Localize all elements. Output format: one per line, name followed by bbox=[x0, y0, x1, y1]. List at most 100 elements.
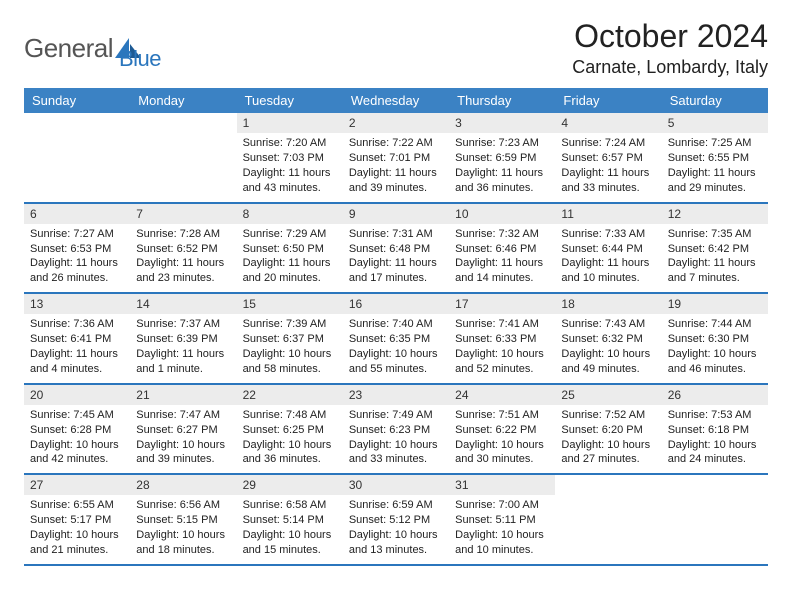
day-sunrise: Sunrise: 6:59 AM bbox=[349, 498, 443, 513]
day-daylight1: Daylight: 11 hours bbox=[30, 256, 124, 271]
day-sunrise: Sunrise: 7:28 AM bbox=[136, 227, 230, 242]
day-daylight1: Daylight: 11 hours bbox=[561, 166, 655, 181]
day-cell: 2Sunrise: 7:22 AMSunset: 7:01 PMDaylight… bbox=[343, 113, 449, 202]
day-number: 6 bbox=[24, 204, 130, 224]
day-cell bbox=[24, 113, 130, 202]
day-cell: 12Sunrise: 7:35 AMSunset: 6:42 PMDayligh… bbox=[662, 204, 768, 293]
week-row: 27Sunrise: 6:55 AMSunset: 5:17 PMDayligh… bbox=[24, 475, 768, 566]
day-cell: 19Sunrise: 7:44 AMSunset: 6:30 PMDayligh… bbox=[662, 294, 768, 383]
logo-text-general: General bbox=[24, 33, 113, 64]
logo-text-blue: Blue bbox=[119, 24, 161, 72]
day-cell: 15Sunrise: 7:39 AMSunset: 6:37 PMDayligh… bbox=[237, 294, 343, 383]
day-number: 8 bbox=[237, 204, 343, 224]
day-cell: 21Sunrise: 7:47 AMSunset: 6:27 PMDayligh… bbox=[130, 385, 236, 474]
day-daylight2: and 23 minutes. bbox=[136, 271, 230, 286]
day-daylight1: Daylight: 10 hours bbox=[668, 438, 762, 453]
day-daylight1: Daylight: 10 hours bbox=[136, 438, 230, 453]
week-row: 1Sunrise: 7:20 AMSunset: 7:03 PMDaylight… bbox=[24, 113, 768, 204]
day-cell: 1Sunrise: 7:20 AMSunset: 7:03 PMDaylight… bbox=[237, 113, 343, 202]
day-sunset: Sunset: 6:37 PM bbox=[243, 332, 337, 347]
week-row: 6Sunrise: 7:27 AMSunset: 6:53 PMDaylight… bbox=[24, 204, 768, 295]
week-row: 20Sunrise: 7:45 AMSunset: 6:28 PMDayligh… bbox=[24, 385, 768, 476]
day-number: 10 bbox=[449, 204, 555, 224]
day-daylight2: and 39 minutes. bbox=[136, 452, 230, 467]
day-daylight1: Daylight: 10 hours bbox=[561, 438, 655, 453]
day-daylight1: Daylight: 10 hours bbox=[243, 347, 337, 362]
day-daylight2: and 29 minutes. bbox=[668, 181, 762, 196]
day-sunrise: Sunrise: 6:56 AM bbox=[136, 498, 230, 513]
day-daylight1: Daylight: 11 hours bbox=[30, 347, 124, 362]
day-daylight2: and 33 minutes. bbox=[349, 452, 443, 467]
day-number: 2 bbox=[343, 113, 449, 133]
day-daylight2: and 43 minutes. bbox=[243, 181, 337, 196]
day-daylight2: and 30 minutes. bbox=[455, 452, 549, 467]
day-daylight1: Daylight: 11 hours bbox=[668, 256, 762, 271]
day-daylight2: and 36 minutes. bbox=[243, 452, 337, 467]
day-cell: 30Sunrise: 6:59 AMSunset: 5:12 PMDayligh… bbox=[343, 475, 449, 564]
day-daylight1: Daylight: 11 hours bbox=[349, 256, 443, 271]
day-daylight2: and 1 minute. bbox=[136, 362, 230, 377]
location: Carnate, Lombardy, Italy bbox=[572, 57, 768, 78]
day-sunrise: Sunrise: 6:55 AM bbox=[30, 498, 124, 513]
day-daylight2: and 24 minutes. bbox=[668, 452, 762, 467]
day-sunset: Sunset: 6:39 PM bbox=[136, 332, 230, 347]
day-number: 23 bbox=[343, 385, 449, 405]
day-number: 24 bbox=[449, 385, 555, 405]
day-sunset: Sunset: 6:42 PM bbox=[668, 242, 762, 257]
day-daylight1: Daylight: 11 hours bbox=[455, 166, 549, 181]
day-sunset: Sunset: 7:03 PM bbox=[243, 151, 337, 166]
day-cell: 16Sunrise: 7:40 AMSunset: 6:35 PMDayligh… bbox=[343, 294, 449, 383]
day-cell: 13Sunrise: 7:36 AMSunset: 6:41 PMDayligh… bbox=[24, 294, 130, 383]
day-sunrise: Sunrise: 7:36 AM bbox=[30, 317, 124, 332]
day-daylight2: and 15 minutes. bbox=[243, 543, 337, 558]
day-daylight1: Daylight: 10 hours bbox=[349, 347, 443, 362]
day-cell: 11Sunrise: 7:33 AMSunset: 6:44 PMDayligh… bbox=[555, 204, 661, 293]
day-daylight1: Daylight: 10 hours bbox=[30, 528, 124, 543]
day-number: 3 bbox=[449, 113, 555, 133]
day-sunrise: Sunrise: 7:00 AM bbox=[455, 498, 549, 513]
day-cell: 10Sunrise: 7:32 AMSunset: 6:46 PMDayligh… bbox=[449, 204, 555, 293]
day-number: 11 bbox=[555, 204, 661, 224]
day-sunrise: Sunrise: 7:32 AM bbox=[455, 227, 549, 242]
day-sunrise: Sunrise: 7:44 AM bbox=[668, 317, 762, 332]
day-sunset: Sunset: 5:17 PM bbox=[30, 513, 124, 528]
day-sunset: Sunset: 6:25 PM bbox=[243, 423, 337, 438]
day-daylight2: and 10 minutes. bbox=[455, 543, 549, 558]
day-daylight2: and 52 minutes. bbox=[455, 362, 549, 377]
day-daylight1: Daylight: 11 hours bbox=[668, 166, 762, 181]
day-cell: 25Sunrise: 7:52 AMSunset: 6:20 PMDayligh… bbox=[555, 385, 661, 474]
day-cell: 6Sunrise: 7:27 AMSunset: 6:53 PMDaylight… bbox=[24, 204, 130, 293]
day-daylight1: Daylight: 11 hours bbox=[561, 256, 655, 271]
day-number: 26 bbox=[662, 385, 768, 405]
day-cell: 8Sunrise: 7:29 AMSunset: 6:50 PMDaylight… bbox=[237, 204, 343, 293]
day-cell: 24Sunrise: 7:51 AMSunset: 6:22 PMDayligh… bbox=[449, 385, 555, 474]
day-sunrise: Sunrise: 7:37 AM bbox=[136, 317, 230, 332]
day-daylight2: and 27 minutes. bbox=[561, 452, 655, 467]
day-sunrise: Sunrise: 7:20 AM bbox=[243, 136, 337, 151]
day-cell bbox=[555, 475, 661, 564]
day-daylight1: Daylight: 10 hours bbox=[349, 438, 443, 453]
day-daylight1: Daylight: 11 hours bbox=[349, 166, 443, 181]
day-sunset: Sunset: 7:01 PM bbox=[349, 151, 443, 166]
day-sunrise: Sunrise: 7:45 AM bbox=[30, 408, 124, 423]
day-sunrise: Sunrise: 7:43 AM bbox=[561, 317, 655, 332]
dow-friday: Friday bbox=[555, 88, 661, 113]
day-cell: 5Sunrise: 7:25 AMSunset: 6:55 PMDaylight… bbox=[662, 113, 768, 202]
day-sunset: Sunset: 5:15 PM bbox=[136, 513, 230, 528]
day-sunrise: Sunrise: 7:35 AM bbox=[668, 227, 762, 242]
day-cell: 26Sunrise: 7:53 AMSunset: 6:18 PMDayligh… bbox=[662, 385, 768, 474]
day-sunrise: Sunrise: 7:29 AM bbox=[243, 227, 337, 242]
day-sunrise: Sunrise: 7:48 AM bbox=[243, 408, 337, 423]
day-number: 17 bbox=[449, 294, 555, 314]
day-cell: 27Sunrise: 6:55 AMSunset: 5:17 PMDayligh… bbox=[24, 475, 130, 564]
day-daylight1: Daylight: 10 hours bbox=[455, 347, 549, 362]
day-sunrise: Sunrise: 7:23 AM bbox=[455, 136, 549, 151]
day-sunrise: Sunrise: 7:31 AM bbox=[349, 227, 443, 242]
day-sunrise: Sunrise: 7:47 AM bbox=[136, 408, 230, 423]
weeks-container: 1Sunrise: 7:20 AMSunset: 7:03 PMDaylight… bbox=[24, 113, 768, 566]
month-title: October 2024 bbox=[572, 18, 768, 55]
day-daylight1: Daylight: 11 hours bbox=[243, 256, 337, 271]
day-number: 21 bbox=[130, 385, 236, 405]
day-sunset: Sunset: 5:12 PM bbox=[349, 513, 443, 528]
week-row: 13Sunrise: 7:36 AMSunset: 6:41 PMDayligh… bbox=[24, 294, 768, 385]
